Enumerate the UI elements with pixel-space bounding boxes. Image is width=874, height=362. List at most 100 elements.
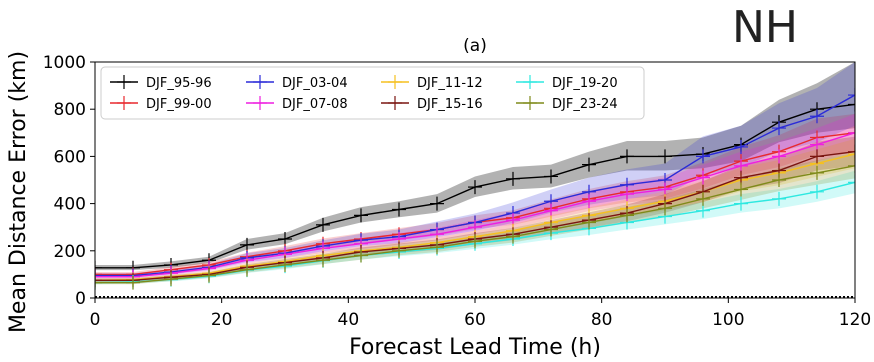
point-DJF_23-24-120 bbox=[848, 158, 855, 173]
panel-title: (a) bbox=[463, 36, 487, 56]
point-DJF_95-96-24 bbox=[240, 237, 254, 252]
point-DJF_23-24-54 bbox=[430, 240, 444, 255]
point-DJF_03-04-102 bbox=[734, 139, 748, 154]
point-DJF_19-20-102 bbox=[734, 196, 748, 211]
legend-label: DJF_95-96 bbox=[146, 76, 212, 91]
band-DJF_95-96 bbox=[95, 62, 855, 271]
point-DJF_03-04-108 bbox=[772, 121, 786, 136]
point-DJF_07-08-108 bbox=[772, 149, 786, 164]
point-DJF_95-96-84 bbox=[620, 149, 634, 164]
point-DJF_23-24-18 bbox=[202, 268, 216, 283]
point-DJF_95-96-72 bbox=[544, 169, 558, 184]
point-DJF_23-24-102 bbox=[734, 182, 748, 197]
point-DJF_07-08-84 bbox=[620, 187, 634, 202]
point-DJF_07-08-120 bbox=[848, 125, 855, 140]
point-DJF_23-24-24 bbox=[240, 262, 254, 277]
point-DJF_95-96-30 bbox=[278, 232, 292, 246]
legend-box bbox=[100, 66, 645, 120]
legend-label: DJF_99-00 bbox=[146, 97, 212, 112]
x-tick-label: 0 bbox=[90, 310, 101, 330]
point-DJF_23-24-96 bbox=[696, 191, 710, 206]
point-DJF_23-24-90 bbox=[658, 201, 672, 216]
y-tick-label: 400 bbox=[54, 195, 86, 215]
y-tick-label: 800 bbox=[54, 100, 86, 120]
legend-marker-DJF_07-08 bbox=[253, 96, 267, 110]
point-DJF_23-24-42 bbox=[354, 248, 368, 263]
point-DJF_03-04-120 bbox=[848, 88, 855, 103]
x-tick-label: 40 bbox=[338, 310, 360, 330]
point-DJF_07-08-78 bbox=[582, 194, 596, 209]
point-DJF_19-20-96 bbox=[696, 203, 710, 218]
legend-marker-DJF_11-12 bbox=[388, 75, 402, 89]
point-DJF_23-24-36 bbox=[316, 253, 330, 268]
point-DJF_07-08-72 bbox=[544, 203, 558, 218]
point-DJF_07-08-0 bbox=[95, 269, 102, 284]
point-DJF_23-24-6 bbox=[126, 275, 140, 290]
point-DJF_15-16-0 bbox=[95, 273, 102, 288]
point-DJF_03-04-96 bbox=[696, 149, 710, 164]
legend-label: DJF_19-20 bbox=[552, 76, 618, 91]
legend-label: DJF_15-16 bbox=[417, 97, 483, 112]
legend-marker-DJF_23-24 bbox=[523, 96, 537, 110]
legend: DJF_95-96 DJF_99-00 DJF_03-04 DJF_07-08 DJF_… bbox=[100, 66, 645, 120]
y-tick-label: 600 bbox=[54, 147, 86, 167]
point-DJF_99-00-0 bbox=[95, 267, 102, 282]
x-tick-label: 100 bbox=[712, 310, 744, 330]
point-DJF_95-96-48 bbox=[392, 202, 406, 217]
legend-marker-DJF_99-00 bbox=[117, 96, 131, 110]
y-tick-label: 1000 bbox=[43, 53, 86, 73]
region-label: NH bbox=[732, 2, 798, 53]
legend-label: DJF_03-04 bbox=[282, 76, 348, 91]
point-DJF_19-20-108 bbox=[772, 191, 786, 206]
point-DJF_23-24-66 bbox=[506, 229, 520, 244]
point-DJF_15-16-114 bbox=[810, 149, 824, 164]
legend-marker-DJF_95-96 bbox=[117, 75, 131, 89]
point-DJF_95-96-66 bbox=[506, 171, 520, 186]
point-DJF_23-24-84 bbox=[620, 208, 634, 223]
point-DJF_95-96-90 bbox=[658, 149, 672, 164]
point-DJF_95-96-36 bbox=[316, 217, 330, 232]
legend-marker-DJF_03-04 bbox=[253, 75, 267, 89]
legend-label: DJF_23-24 bbox=[552, 97, 618, 112]
point-DJF_23-24-72 bbox=[544, 222, 558, 237]
point-DJF_23-24-108 bbox=[772, 173, 786, 187]
point-DJF_95-96-54 bbox=[430, 196, 444, 211]
point-DJF_07-08-114 bbox=[810, 137, 824, 152]
x-tick-label: 80 bbox=[591, 310, 613, 330]
point-DJF_19-20-114 bbox=[810, 184, 824, 199]
point-DJF_03-04-114 bbox=[810, 109, 824, 124]
point-DJF_07-08-96 bbox=[696, 170, 710, 185]
x-tick-label: 120 bbox=[839, 310, 871, 330]
y-axis-label: Mean Distance Error (km) bbox=[6, 51, 31, 333]
point-DJF_23-24-12 bbox=[164, 272, 178, 287]
point-DJF_11-12-120 bbox=[848, 147, 855, 162]
x-tick-label: 20 bbox=[211, 310, 233, 330]
point-DJF_03-04-0 bbox=[95, 268, 102, 283]
point-DJF_95-96-0 bbox=[95, 260, 102, 275]
point-DJF_23-24-114 bbox=[810, 165, 824, 180]
point-DJF_23-24-78 bbox=[582, 215, 596, 230]
point-DJF_07-08-102 bbox=[734, 158, 748, 173]
point-DJF_15-16-120 bbox=[848, 144, 855, 159]
y-tick-label: 0 bbox=[75, 289, 86, 309]
point-DJF_95-96-60 bbox=[468, 180, 482, 195]
point-DJF_19-20-120 bbox=[848, 175, 855, 190]
point-DJF_23-24-60 bbox=[468, 234, 482, 249]
y-tick-label: 200 bbox=[54, 242, 86, 262]
point-DJF_95-96-42 bbox=[354, 208, 368, 223]
legend-label: DJF_11-12 bbox=[417, 76, 483, 91]
x-axis-label: Forecast Lead Time (h) bbox=[349, 335, 601, 358]
point-DJF_15-16-102 bbox=[734, 170, 748, 185]
point-DJF_23-24-0 bbox=[95, 275, 102, 290]
point-DJF_07-08-90 bbox=[658, 182, 672, 197]
series-lines bbox=[95, 88, 855, 290]
point-DJF_23-24-30 bbox=[278, 257, 292, 272]
legend-label: DJF_07-08 bbox=[282, 97, 348, 112]
point-DJF_95-96-78 bbox=[582, 157, 596, 172]
point-DJF_23-24-48 bbox=[392, 243, 406, 258]
legend-marker-DJF_15-16 bbox=[388, 96, 402, 110]
point-DJF_95-96-120 bbox=[848, 97, 855, 112]
legend-marker-DJF_19-20 bbox=[523, 75, 537, 89]
